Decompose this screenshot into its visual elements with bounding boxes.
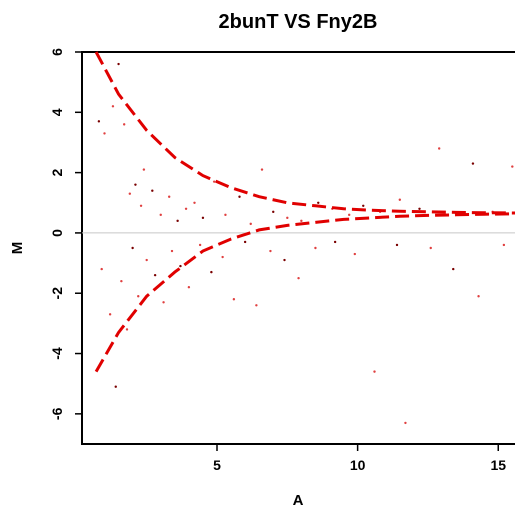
data-point	[452, 267, 455, 271]
data-point	[134, 183, 137, 186]
data-point	[120, 279, 123, 283]
data-point	[108, 313, 112, 316]
x-tick-label: 15	[490, 457, 506, 473]
chart-title: 2bunT VS Fny2B	[219, 11, 378, 33]
data-point	[300, 219, 303, 223]
data-point	[317, 201, 320, 204]
data-point	[238, 195, 241, 198]
x-axis: 5 10 15	[213, 444, 506, 473]
data-point	[511, 165, 514, 168]
lower-trend-line	[94, 212, 515, 373]
data-point	[333, 240, 337, 244]
data-point	[269, 249, 272, 253]
data-point	[243, 240, 247, 244]
data-point	[221, 255, 224, 259]
data-point	[179, 264, 182, 268]
y-tick-label: 2	[49, 169, 65, 177]
data-point	[398, 198, 402, 201]
data-point	[97, 120, 101, 123]
data-point	[184, 207, 188, 210]
y-tick-label: -4	[49, 347, 65, 360]
data-point	[111, 105, 115, 108]
x-tick-label: 5	[213, 457, 221, 473]
data-point	[224, 213, 227, 217]
data-point	[212, 180, 216, 183]
data-point	[151, 189, 154, 192]
data-point	[187, 286, 191, 289]
y-tick-label: 6	[49, 48, 65, 56]
plot-frame	[81, 51, 515, 445]
data-point	[176, 219, 179, 223]
data-point	[297, 276, 300, 280]
data-point	[471, 162, 475, 165]
data-point	[373, 370, 376, 373]
data-point	[167, 195, 171, 198]
data-point	[137, 295, 140, 298]
data-point	[404, 421, 407, 425]
data-point	[142, 168, 146, 171]
data-point	[162, 301, 165, 304]
data-point	[159, 213, 162, 217]
data-point	[114, 385, 117, 388]
data-point	[125, 328, 129, 331]
upper-trend-line	[94, 51, 515, 215]
data-point	[502, 243, 506, 247]
x-tick-label: 10	[350, 457, 366, 473]
y-tick-label: 4	[49, 108, 65, 116]
data-point	[210, 270, 213, 274]
data-point	[122, 123, 126, 126]
data-point	[353, 252, 357, 256]
data-point	[362, 204, 365, 207]
plot-area	[81, 51, 515, 445]
data-point	[145, 258, 148, 262]
data-point	[117, 62, 120, 66]
data-point	[193, 201, 196, 204]
data-point	[198, 243, 202, 247]
data-point	[201, 216, 205, 220]
data-point	[170, 249, 174, 253]
y-tick-label: -2	[49, 287, 65, 300]
data-point	[232, 298, 236, 301]
data-point	[347, 213, 351, 217]
data-point	[128, 192, 132, 195]
scatter-points	[97, 62, 514, 425]
y-axis: 6 4 2 0 -2 -4 -6	[49, 48, 82, 420]
data-point	[314, 246, 317, 250]
data-point	[100, 267, 103, 271]
data-point	[286, 216, 289, 220]
data-point	[139, 204, 143, 207]
y-axis-label: M	[9, 242, 26, 255]
data-point	[395, 243, 399, 247]
data-point	[272, 210, 275, 214]
data-point	[103, 132, 106, 135]
data-point	[429, 246, 432, 250]
data-point	[477, 295, 480, 298]
data-point	[260, 168, 264, 171]
data-point	[283, 258, 286, 262]
data-point	[418, 207, 421, 210]
data-point	[437, 147, 441, 150]
x-axis-label: A	[293, 492, 304, 509]
data-point	[153, 273, 157, 277]
y-tick-label: 0	[49, 229, 65, 237]
data-point	[249, 222, 252, 226]
y-tick-label: -6	[49, 407, 65, 420]
data-point	[255, 304, 258, 307]
data-point	[131, 246, 134, 250]
